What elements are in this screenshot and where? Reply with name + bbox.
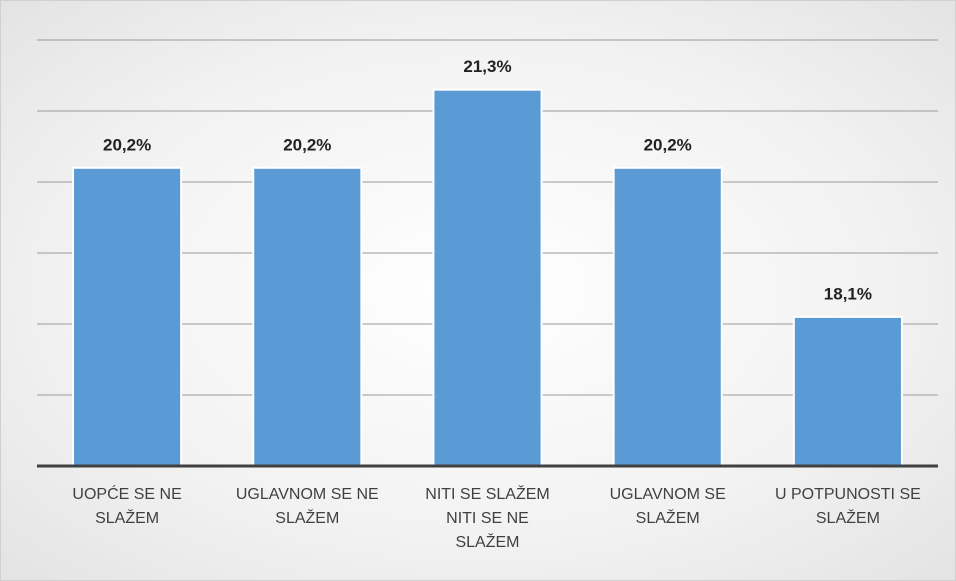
bar	[792, 315, 903, 467]
bar	[432, 88, 543, 467]
value-label: 18,1%	[824, 284, 872, 303]
value-label: 20,2%	[283, 135, 331, 154]
x-tick-label: U POTPUNOSTI SE SLAŽEM	[774, 486, 921, 527]
value-label: 21,3%	[463, 57, 511, 76]
x-tick-label: UOPĆE SE NE SLAŽEM	[72, 486, 182, 527]
bar	[612, 166, 723, 468]
value-label: 20,2%	[644, 135, 692, 154]
bar	[252, 166, 363, 468]
value-label: 20,2%	[103, 135, 151, 154]
x-tick-label: NITI SE SLAŽEM NITI SE NE SLAŽEM	[425, 486, 550, 551]
x-tick-label: UGLAVNOM SE SLAŽEM	[609, 486, 726, 527]
bar	[72, 166, 183, 468]
x-tick-label: UGLAVNOM SE NE SLAŽEM	[235, 486, 379, 527]
